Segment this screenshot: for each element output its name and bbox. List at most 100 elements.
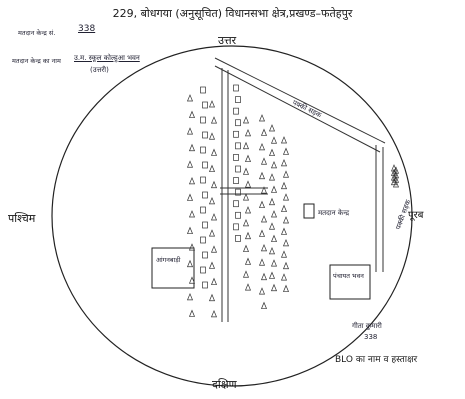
house-marker [280,204,288,212]
house-marker [235,188,241,196]
house-marker [210,245,218,253]
house-marker [392,166,400,174]
house-marker [244,257,252,265]
blo-label: BLO का नाम व हस्ताक्षर [335,355,418,365]
house-marker [280,136,288,144]
polling-station-label: मतदान केन्द्र [318,208,349,217]
house-marker [235,142,241,150]
house-marker [258,258,266,266]
house-marker [235,165,241,173]
house-marker [200,86,206,94]
house-marker [208,261,216,269]
house-marker [268,197,276,206]
house-marker [390,177,398,186]
house-marker [186,94,194,102]
house-marker [202,101,208,109]
house-marker [208,164,216,172]
house-marker [186,259,194,268]
house-marker [244,206,252,214]
house-marker [268,271,276,279]
polling-station: मतदान केन्द्र [303,203,349,219]
location-label: मतदान केन्द्र का नाम [12,57,61,65]
south-label: दक्षिण [212,378,238,391]
house-marker [270,259,278,267]
house-marker [282,170,290,178]
house-marker [208,196,216,205]
blo-signature-number: 338 [364,333,378,341]
house-marker [186,160,194,168]
house-marker [392,180,400,188]
house-marker [210,277,218,285]
house-marker [186,127,194,135]
house-marker [280,181,288,190]
house-marker [270,210,278,218]
house-marker [200,116,206,124]
house-marker [208,100,216,108]
house-marker [268,148,276,156]
bottom-right-label: पंचायत भवन [333,272,364,280]
house-marker [210,309,218,318]
house-marker [270,283,278,292]
house-marker [235,96,241,103]
house-marker [242,244,250,252]
house-marker [258,200,266,208]
house-marker [268,173,276,181]
house-marker [390,173,398,181]
house-marker [186,193,194,201]
house-marker [280,273,288,281]
house-marker [202,251,208,259]
house-marker [390,168,398,176]
house-marker [188,309,196,317]
house-marker [244,180,252,188]
house-marker [188,210,196,218]
house-marker [268,246,276,255]
house-marker [282,261,290,270]
house-marker [233,223,239,231]
boundary-ellipse [51,45,413,387]
house-marker [208,293,216,302]
middle-road [220,187,268,195]
house-marker [392,170,400,179]
house-marker [282,284,290,292]
house-marker [235,235,241,242]
house-marker [258,287,266,295]
house-marker [210,213,218,221]
house-marker [200,176,206,184]
map-title: 229, बोधगया (अनुसूचित) विधानसभा क्षेत्र,… [112,7,353,20]
location-value-line2: (उत्तरी) [90,66,109,74]
house-marker [188,276,196,284]
house-marker [260,215,268,223]
house-marker [233,130,239,138]
left-road [221,68,229,322]
house-marker [258,114,266,122]
booth-no-value: 338 [78,24,96,34]
house-marker [270,160,278,169]
house-marker [282,238,290,247]
house-marker [188,176,196,185]
north-label: उत्तर [218,34,237,47]
house-marker [210,148,218,156]
west-label: पश्चिम [8,212,36,225]
house-marker [233,200,239,208]
house-marker [208,132,216,140]
house-marker [242,270,250,278]
house-marker [188,143,196,152]
house-marker [280,227,288,235]
house-marker [210,116,218,124]
house-marker [270,185,278,193]
house-marker [200,266,206,274]
house-marker [260,272,268,281]
bottom-right-building: पंचायत भवन [329,264,371,300]
house-marker [186,292,194,301]
house-marker [268,124,276,132]
house-marker [282,216,290,224]
house-marker [270,136,278,144]
house-marker [390,164,398,172]
house-marker [260,157,268,165]
house-marker [244,231,252,240]
top-road [214,57,386,153]
house-marker [233,154,239,161]
house-marker [202,161,208,169]
house-marker [202,191,208,199]
